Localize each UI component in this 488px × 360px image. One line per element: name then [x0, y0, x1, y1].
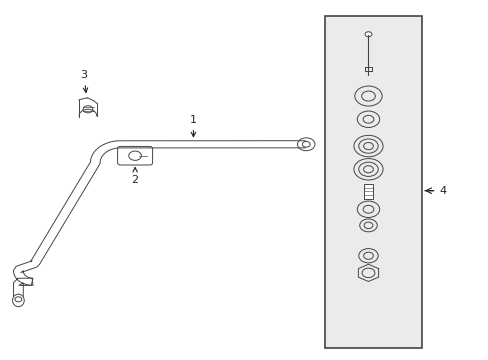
Text: 1: 1 — [189, 115, 197, 137]
Text: 4: 4 — [438, 186, 445, 196]
FancyBboxPatch shape — [117, 147, 152, 165]
Bar — [324, 16, 421, 348]
Circle shape — [365, 32, 371, 37]
Text: 2: 2 — [131, 168, 139, 185]
Text: 3: 3 — [81, 70, 87, 93]
Bar — [364, 184, 372, 199]
